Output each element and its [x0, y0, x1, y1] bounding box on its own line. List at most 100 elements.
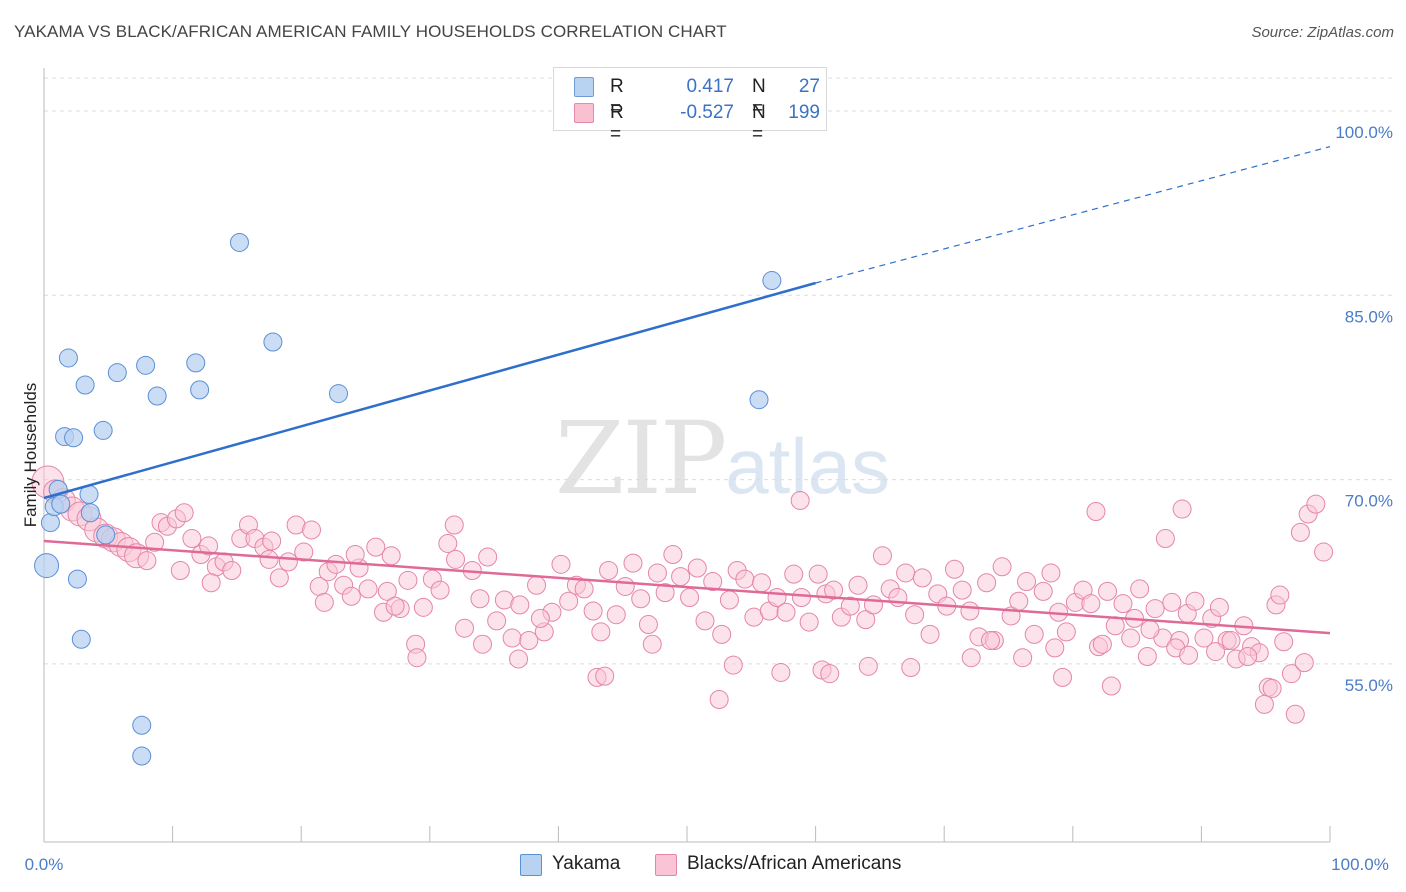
legend-r-label: R =: [610, 102, 624, 145]
data-point-black: [446, 549, 466, 569]
data-point-black: [1121, 628, 1141, 648]
data-point-black: [840, 596, 860, 616]
data-point-black: [680, 588, 700, 608]
data-point-black: [961, 648, 981, 668]
data-point-black: [510, 595, 530, 615]
watermark-zip: ZIP: [555, 400, 727, 517]
data-point-black: [1013, 648, 1033, 668]
data-point-black: [799, 612, 819, 632]
data-point-black: [262, 531, 282, 551]
data-point-black: [259, 549, 279, 569]
data-point-black: [473, 634, 493, 654]
data-point-black: [201, 573, 221, 593]
data-point-black: [530, 608, 550, 628]
axes: [43, 68, 1330, 843]
source-credit: Source: ZipAtlas.com: [1251, 24, 1394, 41]
data-point-black: [527, 575, 547, 595]
data-point-black: [820, 664, 840, 684]
data-point-black: [655, 583, 675, 603]
data-point-yakama: [107, 363, 127, 383]
data-point-black: [1238, 646, 1258, 666]
trend-line-black: [43, 539, 1331, 635]
legend-n-label: N =: [752, 102, 766, 145]
data-point-black: [872, 546, 892, 566]
data-point-black: [790, 490, 810, 510]
data-point-yakama: [749, 390, 769, 410]
data-point-yakama: [93, 420, 113, 440]
data-point-black: [791, 588, 811, 608]
data-point-black: [1194, 628, 1214, 648]
y-tick-label: 70.0%: [1345, 492, 1393, 511]
data-point-black: [703, 572, 723, 592]
data-point-black: [345, 545, 365, 565]
data-point-yakama: [75, 375, 95, 395]
data-point-black: [848, 575, 868, 595]
data-point-black: [1045, 638, 1065, 658]
data-point-black: [519, 631, 539, 651]
data-point-black: [430, 580, 450, 600]
data-point-yakama: [263, 332, 283, 352]
data-point-black: [863, 595, 883, 615]
data-point-black: [723, 655, 743, 675]
data-point-yakama: [762, 271, 782, 291]
data-point-black: [1155, 529, 1175, 549]
data-point-black: [591, 622, 611, 642]
x-ticks: [43, 826, 1331, 842]
data-point-black: [487, 611, 507, 631]
data-point-black: [719, 590, 739, 610]
data-point-black: [182, 529, 202, 549]
data-point-yakama: [71, 629, 91, 649]
data-point-black: [944, 559, 964, 579]
data-point-black: [470, 589, 490, 609]
y-tick-label: 100.0%: [1335, 123, 1393, 142]
data-point-black: [1179, 645, 1199, 665]
data-point-black: [358, 579, 378, 599]
data-point-yakama: [132, 746, 152, 766]
legend-r-label: R =: [610, 76, 624, 119]
data-point-black: [398, 570, 418, 590]
data-point-yakama: [96, 525, 116, 545]
data-point-black: [1206, 642, 1226, 662]
data-point-yakama: [80, 503, 100, 523]
data-point-black: [574, 579, 594, 599]
data-point-black: [1113, 594, 1133, 614]
data-point-yakama: [328, 384, 348, 404]
data-point-black: [137, 551, 157, 571]
series-label-yakama: Yakama: [552, 853, 621, 874]
data-point-black: [1098, 581, 1118, 601]
series-label-black: Blacks/African Americans: [687, 853, 902, 874]
data-point-black: [1172, 499, 1192, 519]
data-point-black: [278, 552, 298, 572]
data-point-yakama: [136, 355, 156, 375]
data-point-black: [1281, 664, 1301, 684]
data-point-black: [1185, 591, 1205, 611]
chart-title: YAKAMA VS BLACK/AFRICAN AMERICAN FAMILY …: [14, 22, 727, 41]
y-tick-labels: 55.0% 70.0% 85.0% 100.0%: [1335, 123, 1393, 695]
data-point-black: [1101, 676, 1121, 696]
yakama-points: [34, 232, 782, 766]
data-point-yakama: [64, 428, 84, 448]
data-point-black: [551, 554, 571, 574]
data-point-black: [615, 576, 635, 596]
data-point-black: [642, 634, 662, 654]
trend-line-yakama-extension: [815, 146, 1331, 284]
data-point-yakama: [229, 232, 249, 252]
data-point-black: [1221, 631, 1241, 651]
data-point-black: [992, 557, 1012, 577]
data-point-black: [1270, 585, 1290, 605]
data-point-black: [1314, 542, 1334, 562]
data-point-black: [1033, 581, 1053, 601]
legend-n-label: N =: [752, 76, 766, 119]
data-point-black: [824, 580, 844, 600]
watermark: ZIPatlas: [555, 400, 890, 517]
legend-n-value: 199: [788, 102, 820, 123]
data-point-black: [1290, 522, 1310, 542]
data-point-black: [1254, 694, 1274, 714]
data-point-yakama: [34, 553, 60, 579]
data-point-black: [709, 689, 729, 709]
data-point-black: [559, 591, 579, 611]
data-point-black: [1024, 624, 1044, 644]
data-point-black: [502, 628, 522, 648]
trend-line-yakama: [43, 281, 816, 500]
